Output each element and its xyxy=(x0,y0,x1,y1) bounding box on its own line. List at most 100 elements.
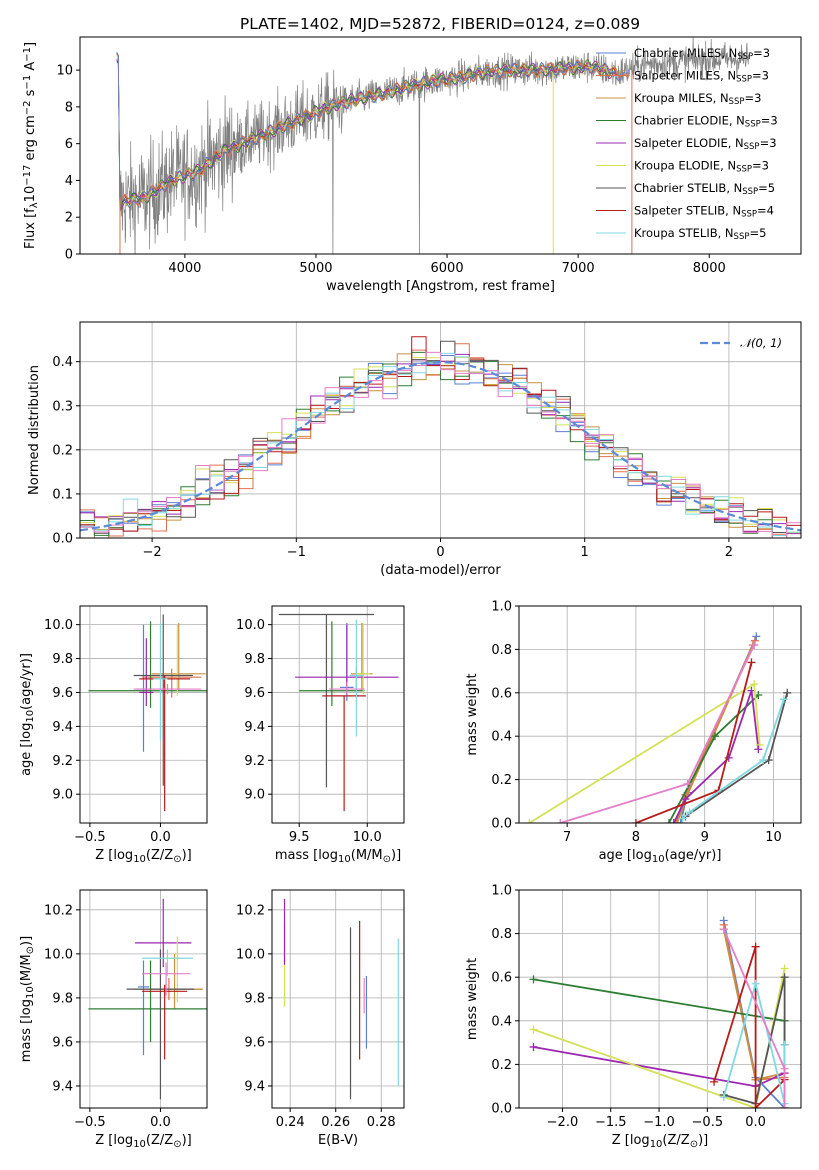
y-axis-label: mass weight xyxy=(465,958,480,1040)
errorbar-point xyxy=(136,624,151,752)
errorbar-point xyxy=(146,953,203,1009)
errorbar-point xyxy=(322,695,366,812)
legend-entry: Kroupa ELODIE, NSSP=3 xyxy=(634,159,769,175)
x-axis-label: Z [log10(Z/Z⊙)] xyxy=(95,1133,191,1150)
weight-marker xyxy=(750,641,759,650)
weight-marker xyxy=(683,779,692,788)
label-part: )] xyxy=(182,848,192,863)
x-axis-label: age [log10(age/yr)] xyxy=(599,848,722,865)
weight-marker xyxy=(529,1025,538,1034)
weight-marker xyxy=(780,1104,789,1108)
y-tick-label: 1.0 xyxy=(491,600,512,615)
x-tick-label: −1.5 xyxy=(595,1115,627,1130)
model-line-chabrier-elodie xyxy=(116,59,618,210)
plot-area xyxy=(88,614,207,812)
y-axis-label: mass [log10(M/M⊙)] xyxy=(19,936,36,1062)
legend-sub: SSP xyxy=(741,210,757,220)
y-tick-label: 0.1 xyxy=(52,487,73,502)
y-tick-label: 10.0 xyxy=(44,618,73,633)
x-tick-label: 0.28 xyxy=(367,1115,396,1130)
y-tick-label: 9.8 xyxy=(244,652,265,667)
y-tick-label: 0.0 xyxy=(52,532,73,547)
y-tick-label: 4 xyxy=(65,174,73,189)
weight-marker xyxy=(676,819,685,823)
x-tick-label: −0.5 xyxy=(74,1115,106,1130)
model-line-salpeter-miles xyxy=(116,54,630,206)
label-part: )] xyxy=(19,936,34,946)
legend-entry: Salpeter STELIB, NSSP=4 xyxy=(634,204,774,220)
weight-line xyxy=(682,699,785,820)
weight-marker xyxy=(759,756,768,765)
label-part: (M/M xyxy=(351,848,383,863)
errorbar-point xyxy=(350,622,373,691)
label-part: (M/M xyxy=(19,954,34,986)
weight-marker xyxy=(719,925,728,934)
weight-marker xyxy=(685,808,694,817)
x-tick-label: 9 xyxy=(701,830,709,845)
y-tick-label: 0.2 xyxy=(491,773,512,788)
x-tick-label: −2 xyxy=(143,545,162,560)
weight-marker xyxy=(780,1064,789,1073)
label-part: )] xyxy=(391,848,401,863)
age-vs-mass-panel: 9.5 10.0 9.0 9.2 9.4 9.6 9.8 10.0 mass [log10(M/… xyxy=(236,605,405,865)
label-part: mass weight xyxy=(465,673,480,755)
label-part: wavelength [Angstrom, rest frame] xyxy=(326,279,555,294)
label-part: λ xyxy=(29,202,40,208)
y-tick-label: 10.2 xyxy=(236,903,265,918)
label-part: (age/yr)] xyxy=(665,848,722,863)
errorbar-point xyxy=(135,898,192,968)
x-axis-label: mass [log10(M/M⊙)] xyxy=(275,848,401,865)
errorbar-point xyxy=(349,619,364,737)
legend-entry: Kroupa STELIB, NSSP=5 xyxy=(634,226,766,242)
y-tick-label: 9.6 xyxy=(52,1035,73,1050)
y-axis-label: mass weight xyxy=(465,673,480,755)
legend-label: Chabrier MILES, N xyxy=(634,46,737,60)
weight-marker xyxy=(631,819,640,823)
y-tick-label: 0.6 xyxy=(491,971,512,986)
y-tick-label: 0.8 xyxy=(491,927,512,942)
legend-sub: SSP xyxy=(734,232,750,242)
label-part: s xyxy=(23,89,38,100)
y-tick-label: 9.0 xyxy=(52,788,73,803)
plot-area xyxy=(278,613,399,812)
legend-label: Chabrier STELIB, N xyxy=(634,181,742,195)
x-tick-label: 5000 xyxy=(299,261,332,276)
weight-marker xyxy=(747,658,756,667)
y-tick-label: 9.4 xyxy=(244,720,265,735)
legend-suffix: =3 xyxy=(753,46,770,60)
weight-line xyxy=(560,644,756,823)
errorbar-point xyxy=(329,682,365,695)
axes-frame xyxy=(79,36,802,255)
model-line-chabrier-miles xyxy=(116,52,630,208)
errorbar-point xyxy=(171,624,184,696)
label-part: 10 xyxy=(25,986,36,999)
label-part: 10 xyxy=(23,186,38,203)
y-tick-label: 9.2 xyxy=(244,754,265,769)
y-tick-label: 9.8 xyxy=(244,991,265,1006)
label-part: 10 xyxy=(650,1139,663,1150)
legend-entry: 𝒩(0, 1) xyxy=(740,336,782,350)
y-tick-label: 10.0 xyxy=(236,947,265,962)
weight-marker xyxy=(751,942,760,951)
label-part: (Z/Z xyxy=(146,1133,173,1148)
legend-sub: SSP xyxy=(744,142,760,152)
weight-marker xyxy=(750,636,759,645)
label-part: (data-model)/error xyxy=(380,563,501,578)
y-tick-label: 9.4 xyxy=(244,1079,265,1094)
label-part: )] xyxy=(182,1133,192,1148)
legend-sub: SSP xyxy=(737,52,753,62)
y-tick-label: 10 xyxy=(56,64,73,79)
y-tick-label: 9.4 xyxy=(52,720,73,735)
errorbar-point xyxy=(299,621,365,707)
y-tick-label: 0.0 xyxy=(491,1102,512,1117)
weight-marker xyxy=(669,819,678,823)
spectrum-panel: 4000 5000 6000 7000 8000 0 2 4 6 8 10 wavelength [A… xyxy=(22,36,802,294)
errorbar-point xyxy=(142,949,193,976)
y-tick-label: 9.2 xyxy=(52,754,73,769)
label-part: −17 xyxy=(22,165,33,186)
legend-suffix: =3 xyxy=(752,159,769,173)
label-part: 10 xyxy=(338,854,351,865)
x-tick-label: 0.0 xyxy=(150,830,171,845)
